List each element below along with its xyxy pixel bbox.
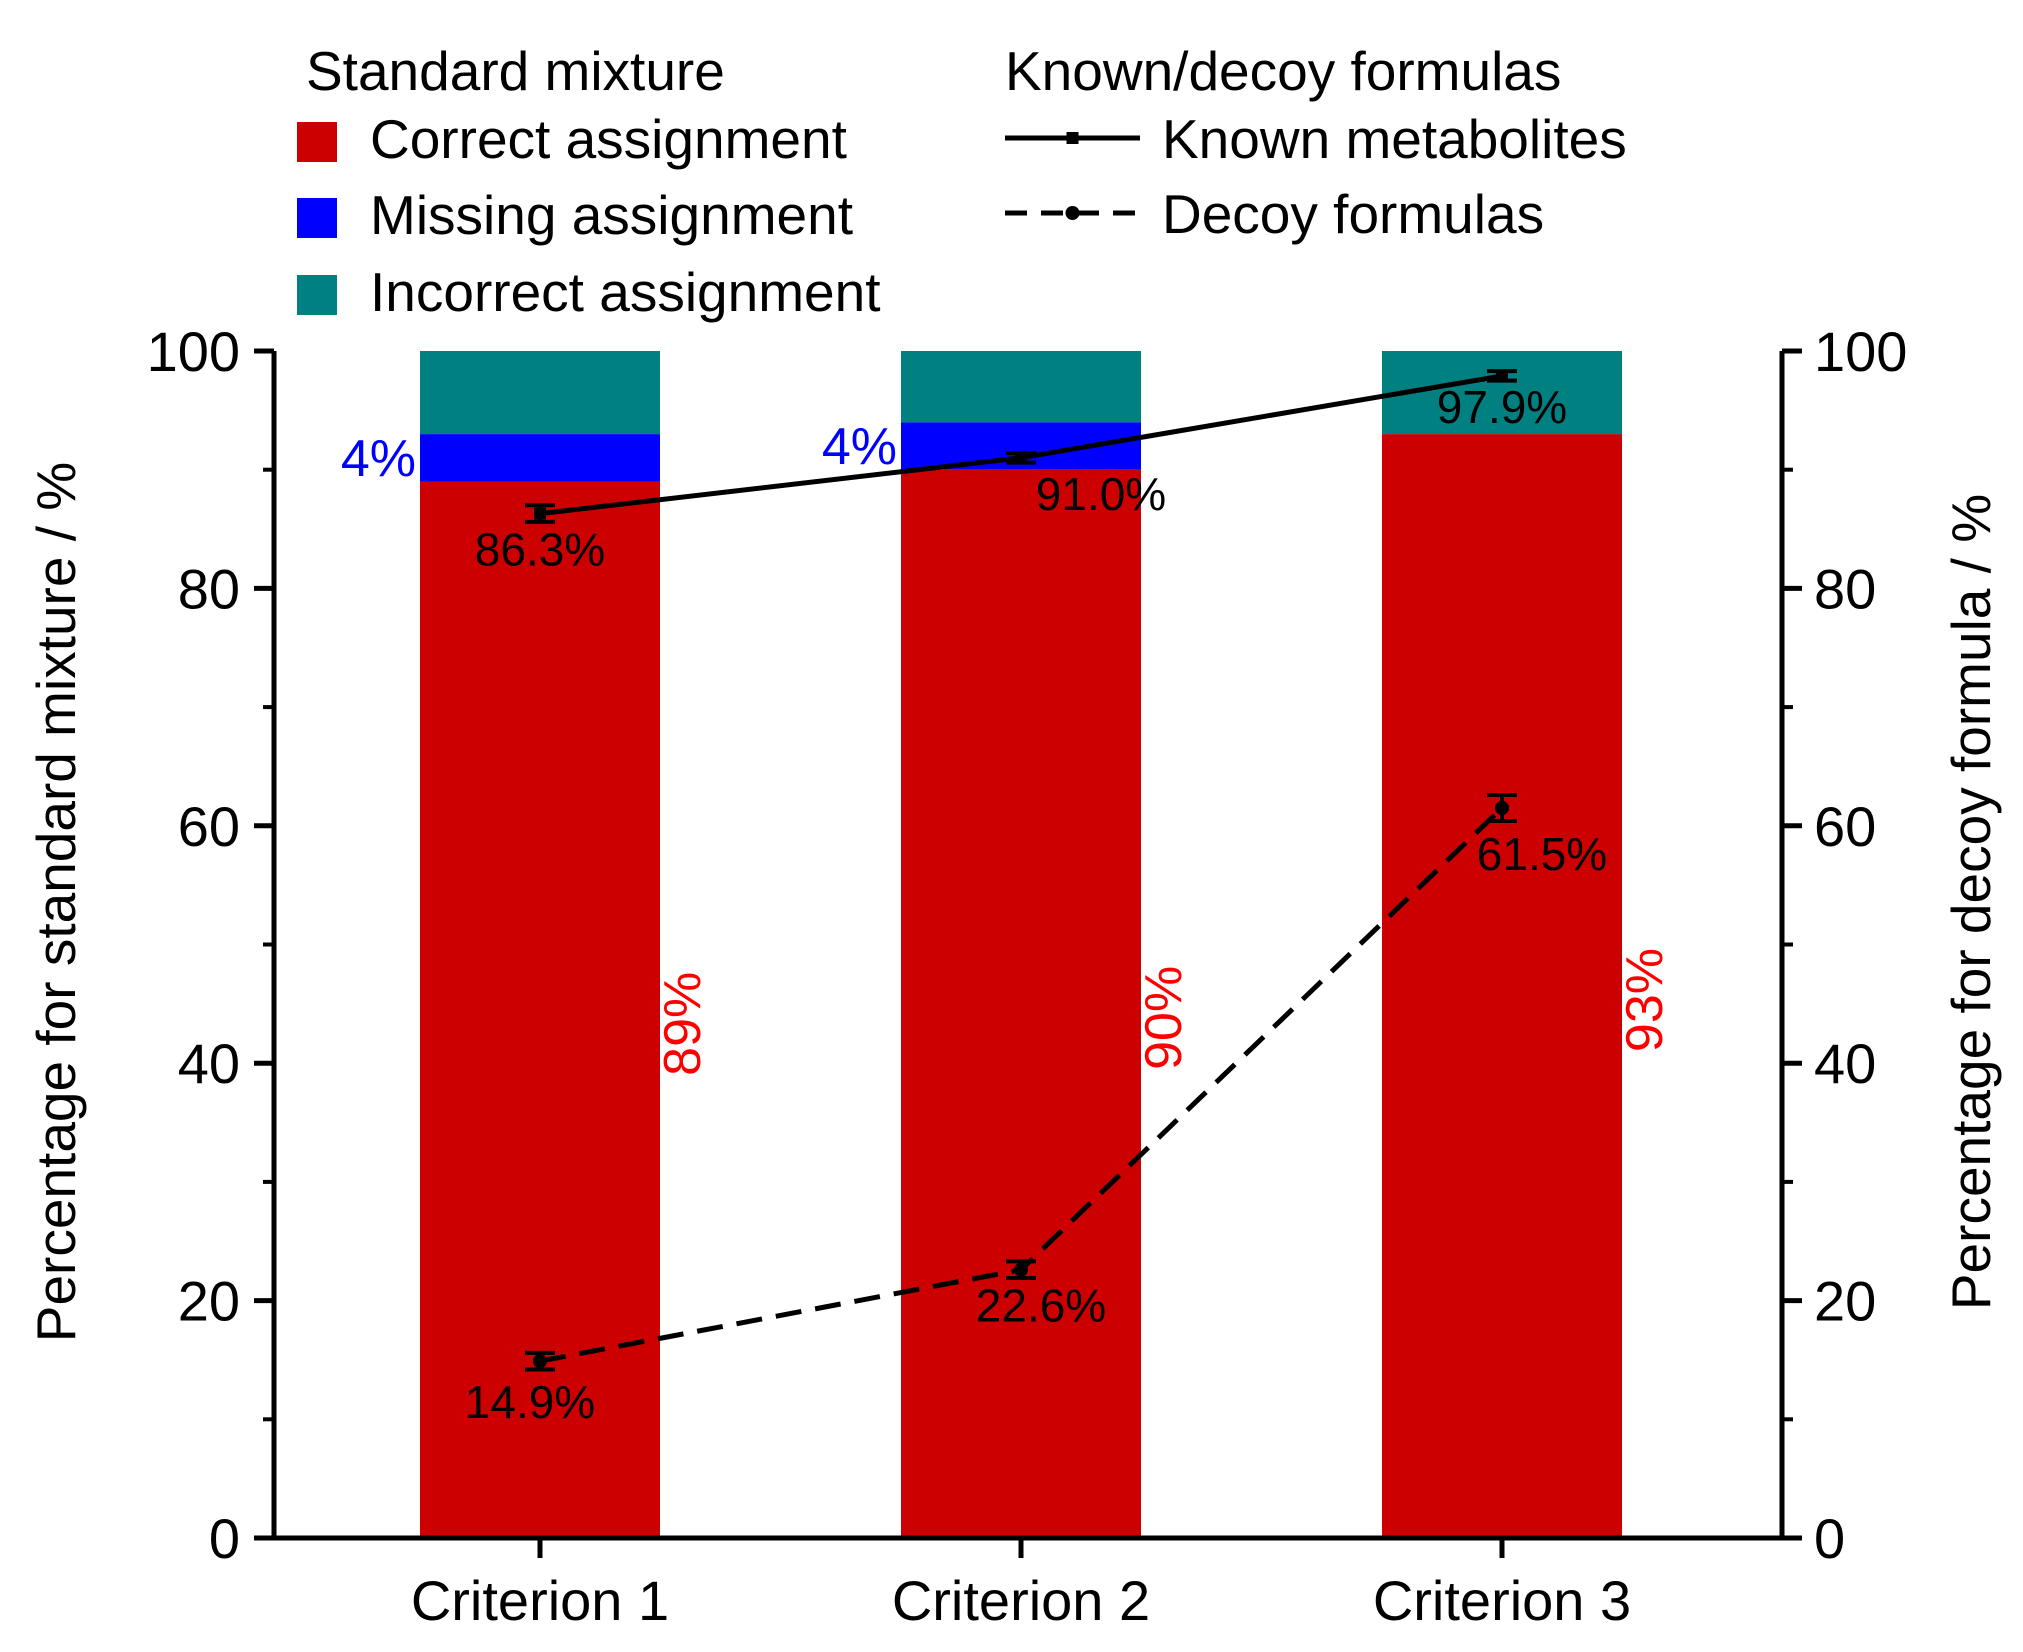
y-tick-label-right-60: 60 — [1814, 795, 1876, 858]
marker-2-3 — [1495, 800, 1509, 815]
marker-2-1 — [533, 1354, 547, 1369]
x-tick-label-2: Criterion 2 — [892, 1569, 1150, 1632]
missing-label-1: 4% — [341, 430, 416, 488]
correct-label-2: 90% — [1135, 966, 1193, 1070]
axes-layer: 0 0 20 20 40 40 60 60 80 80 100 100 Criterion 1 Crite… — [147, 320, 1908, 1632]
legend-label-2: Missing assignment — [370, 184, 853, 246]
legend-label-3: Incorrect assignment — [370, 261, 881, 323]
legend-label-1: Correct assignment — [370, 108, 847, 170]
correct-label-3: 93% — [1616, 948, 1674, 1052]
y-tick-label-right-40: 40 — [1814, 1032, 1876, 1095]
bar-segment-3-category-1 — [420, 351, 660, 435]
legend-swatch-2 — [297, 198, 337, 238]
bar-segment-2-category-1 — [420, 434, 660, 482]
y-tick-label-left-80: 80 — [178, 557, 240, 620]
lines-layer: 86.3% 91.0% 97.9% 14.9% 22.6% 61.5% — [465, 369, 1607, 1428]
line-value-label-2-2: 22.6% — [976, 1280, 1106, 1332]
marker-2-2 — [1014, 1262, 1028, 1277]
bars-layer — [420, 351, 1622, 1539]
legend-marker-2 — [1065, 206, 1080, 220]
y-tick-label-right-80: 80 — [1814, 557, 1876, 620]
legend-swatch-3 — [297, 275, 337, 315]
legend-marker-1 — [1066, 132, 1079, 144]
marker-1-3 — [1496, 369, 1508, 382]
y-tick-label-right-20: 20 — [1814, 1270, 1876, 1333]
bar-labels-layer: 89% 4% 90% 4% 93% — [341, 418, 1674, 1076]
y-axis-right-title: Percentage for decoy formula / % — [1940, 494, 2002, 1310]
legend-right-title: Known/decoy formulas — [1005, 40, 1561, 102]
y-tick-label-left-60: 60 — [178, 795, 240, 858]
legend-left-title: Standard mixture — [306, 40, 725, 102]
y-tick-label-left-100: 100 — [147, 320, 240, 383]
missing-label-2: 4% — [822, 418, 897, 476]
bar-segment-3-category-3 — [1382, 351, 1622, 435]
legend-line-label-2: Decoy formulas — [1162, 183, 1544, 245]
legend-swatch-1 — [297, 122, 337, 162]
line-value-label-2-1: 14.9% — [465, 1376, 595, 1428]
y-tick-label-left-0: 0 — [209, 1507, 240, 1570]
legend: Standard mixture Known/decoy formulas Co… — [297, 40, 1627, 323]
y-tick-label-left-40: 40 — [178, 1032, 240, 1095]
marker-1-2 — [1015, 451, 1027, 464]
legend-line-label-1: Known metabolites — [1162, 108, 1627, 170]
y-tick-label-right-100: 100 — [1814, 320, 1907, 383]
correct-label-1: 89% — [654, 972, 712, 1076]
y-tick-label-left-20: 20 — [178, 1270, 240, 1333]
bar-segment-1-category-3 — [1382, 434, 1622, 1539]
marker-1-1 — [534, 507, 546, 520]
x-tick-label-1: Criterion 1 — [411, 1569, 669, 1632]
bar-segment-3-category-2 — [901, 351, 1141, 423]
x-tick-label-3: Criterion 3 — [1373, 1569, 1631, 1632]
y-tick-label-right-0: 0 — [1814, 1507, 1845, 1570]
line-value-label-1-3: 97.9% — [1437, 381, 1567, 433]
y-axis-left-title: Percentage for standard mixture / % — [25, 462, 87, 1342]
line-value-label-1-2: 91.0% — [1036, 468, 1166, 520]
bar-segment-1-category-2 — [901, 469, 1141, 1539]
line-value-label-1-1: 86.3% — [475, 524, 605, 576]
line-value-label-2-3: 61.5% — [1477, 828, 1607, 880]
